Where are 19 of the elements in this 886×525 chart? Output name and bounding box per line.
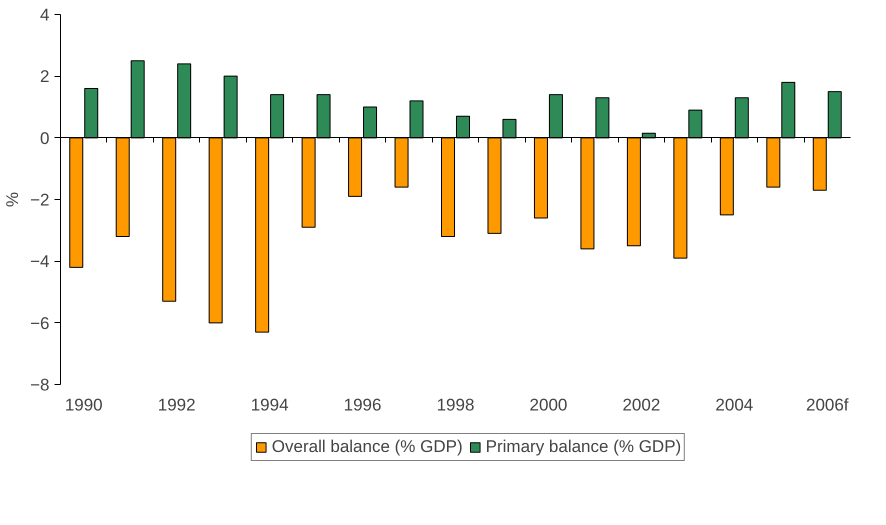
y-tick-label: 2 xyxy=(40,67,50,86)
legend-label: Overall balance (% GDP) xyxy=(272,437,463,457)
x-tick-label: 2006f xyxy=(806,396,849,414)
y-tick-label: 4 xyxy=(40,6,50,24)
x-tick-label: 1992 xyxy=(158,396,196,414)
x-tick-label: 1994 xyxy=(250,396,289,414)
x-tick-label: 1998 xyxy=(436,396,474,414)
y-tick-label: −2 xyxy=(30,190,50,210)
y-tick-label: −6 xyxy=(30,314,50,333)
y-tick-label: −8 xyxy=(30,376,50,394)
x-tick-label: 1996 xyxy=(344,396,382,414)
x-tick-label: 1990 xyxy=(64,396,103,414)
y-tick-label: 0 xyxy=(40,128,50,148)
y-tick-label: −4 xyxy=(30,252,50,272)
x-tick-label: 2004 xyxy=(715,396,754,414)
x-tick-label: 2002 xyxy=(622,396,660,414)
x-tick-label: 2000 xyxy=(530,396,568,414)
y-axis-title: % xyxy=(3,192,22,208)
legend-label: Primary balance (% GDP) xyxy=(486,437,682,457)
